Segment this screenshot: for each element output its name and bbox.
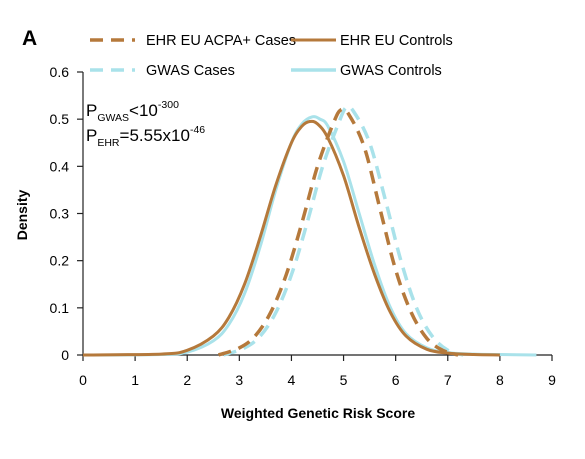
legend-label-gwas-cases: GWAS Cases xyxy=(146,63,235,79)
y-tick-label: 0.2 xyxy=(50,253,70,269)
x-tick-label: 2 xyxy=(183,372,191,388)
p-gwas-annotation: PGWAS<10-300 xyxy=(86,99,179,124)
x-axis-title: Weighted Genetic Risk Score xyxy=(221,405,415,421)
y-tick-label: 0.1 xyxy=(50,300,70,316)
p-ehr-rest: =5.55x10 xyxy=(120,126,190,145)
p-gwas-subscript: GWAS xyxy=(97,112,129,124)
x-tick-label: 3 xyxy=(235,372,243,388)
y-tick-label: 0.5 xyxy=(50,111,70,127)
legend-label-gwas-controls: GWAS Controls xyxy=(340,63,442,79)
legend-label-ehr-controls: EHR EU Controls xyxy=(340,33,453,49)
x-tick-label: 6 xyxy=(392,372,400,388)
p-gwas-rest: <10 xyxy=(129,101,158,120)
y-tick-label: 0.6 xyxy=(50,64,70,80)
x-tick-label: 7 xyxy=(444,372,452,388)
x-tick-label: 9 xyxy=(548,372,556,388)
curves xyxy=(82,104,537,357)
x-tick-label: 8 xyxy=(496,372,504,388)
x-tick-label: 4 xyxy=(288,372,296,388)
x-tick-label: 5 xyxy=(340,372,348,388)
y-tick-label: 0 xyxy=(61,347,69,363)
ehr-controls-curve xyxy=(82,119,500,357)
y-tick-label: 0.3 xyxy=(50,206,70,222)
p-ehr-main: P xyxy=(86,126,97,145)
p-ehr-annotation: PEHR=5.55x10-46 xyxy=(86,124,205,149)
legend: EHR EU ACPA+ Cases EHR EU Controls GWAS … xyxy=(90,33,453,79)
p-gwas-superscript: -300 xyxy=(158,99,179,111)
y-tick-label: 0.4 xyxy=(50,158,70,174)
p-gwas-main: P xyxy=(86,101,97,120)
gwas-cases-curve xyxy=(223,104,464,357)
panel-label: A xyxy=(22,27,37,50)
x-tick-label: 1 xyxy=(131,372,139,388)
gwas-controls-curve xyxy=(82,115,537,357)
p-ehr-superscript: -46 xyxy=(190,124,205,136)
axes: 0 1 2 3 4 5 6 7 8 9 0 0.1 0.2 0.3 0.4 0.5 0.6 xyxy=(50,64,557,388)
p-ehr-subscript: EHR xyxy=(97,137,120,149)
x-tick-label: 0 xyxy=(79,372,87,388)
legend-label-ehr-cases: EHR EU ACPA+ Cases xyxy=(146,33,296,49)
y-axis-title: Density xyxy=(14,190,30,241)
ehr-cases-curve xyxy=(217,107,459,357)
